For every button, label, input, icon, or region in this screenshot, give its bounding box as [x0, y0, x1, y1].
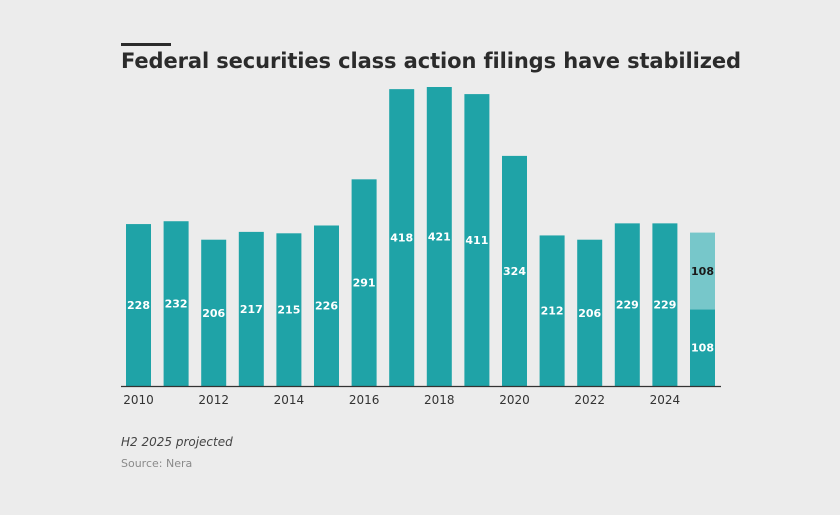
title-accent-rule [121, 43, 171, 46]
bar-2025 [690, 309, 715, 386]
bar-2016 [351, 179, 377, 386]
bar-label-2010: 228 [127, 299, 150, 312]
bar-label-2014: 215 [277, 304, 300, 317]
chart-title: Federal securities class action filings … [121, 49, 741, 73]
bar-2012 [201, 239, 227, 386]
bar-labels-group: 228 232 206 217 215 226 291 418 421 411 324 212 206 2… [127, 231, 714, 355]
bar-label-2016: 291 [353, 277, 376, 290]
bar-label-2018: 421 [428, 231, 451, 244]
bar-label-2019: 411 [465, 234, 488, 247]
x-tick-label-2020: 2020 [499, 393, 530, 407]
bar-2024 [652, 223, 678, 386]
x-tick-label-2016: 2016 [349, 393, 380, 407]
x-tick-label-2010: 2010 [123, 393, 154, 407]
bar-2021 [539, 235, 565, 386]
x-tick-label-2014: 2014 [274, 393, 305, 407]
bar-label-2017: 418 [390, 232, 413, 245]
bar-2020 [502, 155, 527, 386]
bar-2017 [389, 89, 415, 386]
bar-label-2022: 206 [578, 307, 601, 320]
bar-2018 [426, 87, 452, 386]
bar-label-2013: 217 [240, 303, 263, 316]
x-tick-labels-group: 2010 2012 2014 2016 2018 2020 2022 2024 [123, 393, 680, 407]
bar-label-2011: 232 [165, 298, 188, 311]
bar-2015 [314, 225, 339, 386]
bar-label-2021: 212 [541, 305, 564, 318]
bar-2010 [126, 224, 151, 386]
bar-2013 [238, 231, 264, 386]
bar-2014 [276, 233, 302, 386]
x-tick-label-2024: 2024 [650, 393, 681, 407]
bar-2019 [464, 94, 490, 386]
bars-group [126, 87, 715, 386]
bar-projected-label-2025: 108 [691, 265, 714, 278]
x-tick-label-2012: 2012 [198, 393, 229, 407]
bar-label-2020: 324 [503, 265, 526, 278]
bar-label-2025: 108 [691, 342, 714, 355]
bar-2023 [614, 223, 640, 386]
bar-2011 [163, 221, 189, 386]
bar-label-2015: 226 [315, 300, 338, 313]
bar-label-2012: 206 [202, 307, 225, 320]
source-note: Source: Nera [121, 457, 193, 470]
bar-label-2023: 229 [616, 299, 639, 312]
x-tick-label-2018: 2018 [424, 393, 455, 407]
x-tick-label-2022: 2022 [574, 393, 605, 407]
bar-label-2024: 229 [653, 299, 676, 312]
footnote: H2 2025 projected [121, 435, 233, 449]
bar-projected-2025 [690, 232, 715, 310]
bar-2022 [577, 239, 603, 386]
